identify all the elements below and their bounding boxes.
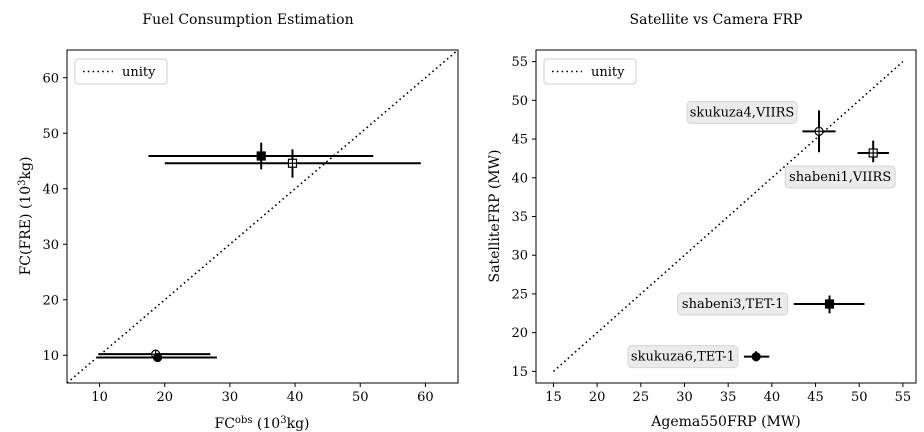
legend-box [74, 58, 168, 85]
marker-square [824, 299, 835, 309]
data-point [96, 352, 217, 363]
marker-square [256, 151, 266, 161]
x-tick-label: 55 [895, 390, 912, 405]
x-tick-label: 45 [807, 390, 824, 405]
point-annotation: skukuza4,VIIRS [686, 100, 798, 124]
y-tick-label: 50 [511, 94, 528, 109]
y-tick-label: 60 [42, 71, 59, 86]
x-tick-label: 10 [91, 390, 108, 405]
x-axis: 10 20 30 40 50 60 [91, 383, 434, 405]
data-point [148, 142, 374, 170]
y-tick-label: 30 [42, 238, 59, 253]
x-axis-label: Agema550FRP (MW) [650, 414, 800, 430]
x-axis-label: FCobs (103kg) [214, 415, 309, 432]
unity-line [552, 61, 904, 372]
annotation-box [686, 100, 798, 124]
x-tick-label: 40 [287, 390, 304, 405]
unity-line [66, 49, 459, 384]
annotation-label: shabeni3,TET-1 [682, 297, 784, 312]
annotation-label: shabeni1,VIIRS [789, 170, 891, 185]
data-point [164, 149, 421, 178]
x-tick-label: 15 [545, 390, 562, 405]
y-tick-label: 20 [42, 293, 59, 308]
marker-circle [152, 352, 163, 363]
y-axis: 10 20 30 40 50 60 [42, 71, 67, 364]
legend-box [543, 58, 637, 85]
y-tick-label: 25 [511, 287, 528, 302]
x-tick-label: 50 [352, 390, 369, 405]
x-tick-label: 40 [764, 390, 781, 405]
legend: unity [543, 58, 637, 85]
plot-area [66, 49, 459, 384]
x-tick-label: 60 [417, 390, 434, 405]
x-tick-label: 20 [589, 390, 606, 405]
x-tick-label: 30 [676, 390, 693, 405]
x-tick-label: 30 [222, 390, 239, 405]
legend-unity-label: unity [591, 65, 625, 80]
y-tick-label: 10 [42, 349, 59, 364]
annotation-box [677, 292, 789, 316]
point-annotation: shabeni1,VIIRS [784, 165, 896, 189]
data-point: shabeni3,TET-1 [677, 292, 865, 316]
fuel-consumption-chart: Fuel Consumption Estimation 10 20 30 40 50 60… [17, 12, 459, 432]
legend-unity-label: unity [122, 65, 156, 80]
annotation-box [784, 165, 896, 189]
x-tick-label: 25 [633, 390, 650, 405]
x-tick-label: 35 [720, 390, 737, 405]
x-tick-label: 50 [851, 390, 868, 405]
legend: unity [74, 58, 168, 85]
y-tick-label: 35 [511, 210, 528, 225]
annotation-box [627, 345, 739, 369]
y-axis-label: SatelliteFRP (MW) [487, 150, 503, 283]
y-tick-label: 20 [511, 326, 528, 341]
x-axis: 15 20 25 30 35 40 45 50 55 [545, 383, 911, 405]
data-point: shabeni1,VIIRS [784, 140, 896, 189]
plot-area: skukuza4,VIIRS shabeni1,VIIRS shabeni3,TET… [552, 61, 904, 372]
chart-title: Satellite vs Camera FRP [630, 12, 803, 28]
y-tick-label: 15 [511, 365, 528, 380]
y-tick-label: 45 [511, 133, 528, 148]
y-tick-label: 30 [511, 249, 528, 264]
y-tick-label: 40 [511, 171, 528, 186]
annotation-label: skukuza4,VIIRS [690, 105, 795, 120]
y-tick-label: 40 [42, 182, 59, 197]
marker-circle [751, 352, 761, 362]
annotation-label: skukuza6,TET-1 [631, 350, 735, 365]
plot-frame [66, 49, 459, 384]
chart-title: Fuel Consumption Estimation [142, 12, 353, 28]
point-annotation: shabeni3,TET-1 [677, 292, 789, 316]
point-annotation: skukuza6,TET-1 [627, 345, 739, 369]
satellite-vs-camera-chart: Satellite vs Camera FRP 15 20 25 30 35 40 45 50… [487, 12, 917, 430]
y-tick-label: 50 [42, 127, 59, 142]
x-tick-label: 20 [156, 390, 173, 405]
data-point: skukuza4,VIIRS [686, 100, 836, 153]
y-axis: 15 20 25 30 35 40 45 50 55 [511, 55, 536, 380]
y-axis-label: FC(FRE) (103kg) [17, 157, 34, 276]
data-point: skukuza6,TET-1 [627, 345, 770, 369]
y-tick-label: 55 [511, 55, 528, 70]
